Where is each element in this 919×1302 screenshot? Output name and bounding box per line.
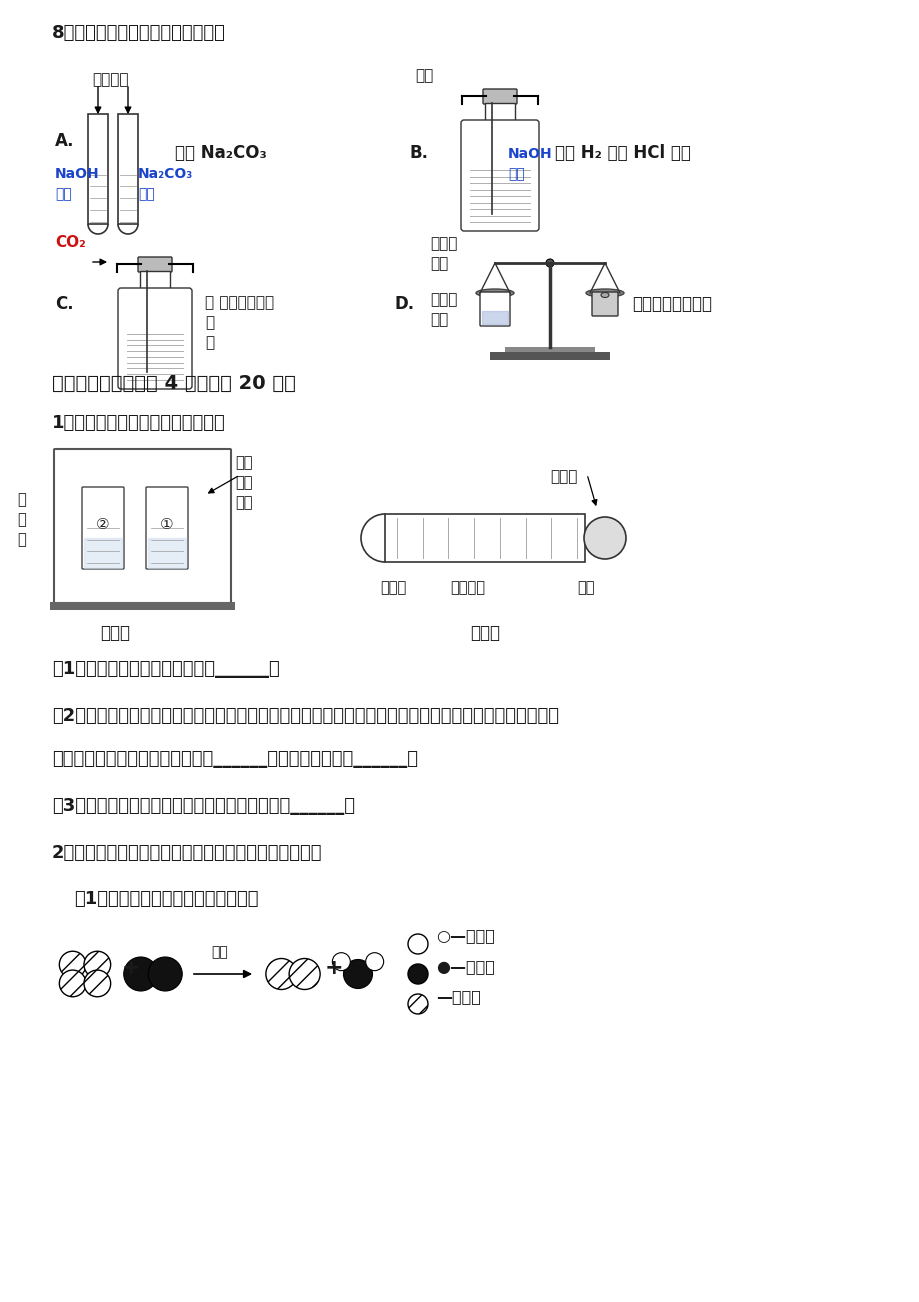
Text: 滴在脸脂棉上，胶头滴管的用途是______。观察到的现象是______。: 滴在脸脂棉上，胶头滴管的用途是______。观察到的现象是______。 [52,750,417,768]
Ellipse shape [475,289,514,297]
Circle shape [407,993,427,1014]
Text: 无色: 无色 [234,454,252,470]
Text: 点燃: 点燃 [210,945,228,960]
Text: 溶液: 溶液 [138,187,154,201]
Circle shape [407,963,427,984]
Text: +: + [122,958,141,978]
FancyBboxPatch shape [482,89,516,104]
Text: C.: C. [55,296,74,312]
Text: 滤纸条: 滤纸条 [380,579,406,595]
Text: 实验一: 实验一 [100,624,130,642]
Text: 硫: 硫 [205,315,214,329]
Bar [84,538,122,568]
Text: 溶液: 溶液 [55,187,72,201]
Circle shape [84,952,110,978]
Text: +: + [324,958,344,978]
Circle shape [59,952,85,978]
Text: 脂脸棉: 脂脸棉 [550,469,577,484]
Circle shape [289,958,320,990]
Text: 氨: 氨 [17,512,26,527]
Text: CO₂: CO₂ [55,234,85,250]
Text: 氯化钓: 氯化钓 [429,292,457,307]
Text: Na₂CO₃: Na₂CO₃ [138,167,193,181]
FancyBboxPatch shape [460,120,539,230]
Text: （3）从微观角度分析，实验一和实验二都能证明______。: （3）从微观角度分析，实验一和实验二都能证明______。 [52,797,355,815]
Text: —氮原子: —氮原子 [436,990,481,1005]
Text: 气体: 气体 [414,68,433,83]
Text: 硫酸銀: 硫酸銀 [429,236,457,251]
Text: （1）实验一中，观察到的现象是______。: （1）实验一中，观察到的现象是______。 [52,660,279,678]
Bar [505,348,595,352]
Circle shape [332,953,350,971]
Text: 2、氨气是一种极易溶于水的无色有刺激性气味的气体。: 2、氨气是一种极易溶于水的无色有刺激性气味的气体。 [52,844,323,862]
Ellipse shape [585,289,623,297]
Text: 溶液: 溶液 [234,495,252,510]
Circle shape [343,960,372,988]
Text: 除去 H₂ 中的 HCl 气体: 除去 H₂ 中的 HCl 气体 [554,145,690,161]
Text: B.: B. [410,145,428,161]
FancyBboxPatch shape [591,292,618,316]
Text: ●—氧原子: ●—氧原子 [436,960,494,974]
FancyBboxPatch shape [384,514,584,562]
Circle shape [545,259,553,267]
Text: D.: D. [394,296,414,312]
FancyBboxPatch shape [146,487,187,569]
Text: 溶液: 溶液 [429,312,448,327]
Text: 探究质量守恒定律: 探究质量守恒定律 [631,296,711,312]
FancyBboxPatch shape [138,256,172,272]
Circle shape [266,958,297,990]
Circle shape [59,970,85,997]
Text: 水: 水 [17,533,26,547]
Bar [118,115,138,224]
Text: ○—氢原子: ○—氢原子 [436,928,494,944]
Text: 浓 干燥二氧化碗: 浓 干燥二氧化碗 [205,296,274,310]
Bar [482,311,507,324]
Bar [140,271,170,292]
Text: NaOH: NaOH [55,167,99,181]
Circle shape [407,934,427,954]
Bar [148,538,186,568]
Text: 溶液: 溶液 [429,256,448,271]
Circle shape [124,957,157,991]
Ellipse shape [600,293,608,297]
FancyBboxPatch shape [118,288,192,389]
Circle shape [365,953,383,971]
Text: 试管: 试管 [576,579,594,595]
Bar [50,602,234,611]
Text: NaOH: NaOH [507,147,552,161]
Bar [88,115,108,224]
Bar [490,352,609,359]
FancyBboxPatch shape [54,449,231,603]
Text: （1）下图是液氨燃烧的微观示意图。: （1）下图是液氨燃烧的微观示意图。 [74,891,258,907]
Ellipse shape [584,517,625,559]
Text: A.: A. [55,132,74,150]
Text: 酵酘: 酵酘 [234,475,252,490]
Text: 鉴别 Na₂CO₃: 鉴别 Na₂CO₃ [175,145,267,161]
Text: 1、利用图示装置验证分子的性质。: 1、利用图示装置验证分子的性质。 [52,414,225,432]
Text: 浓: 浓 [17,492,26,506]
Text: 二、填空题（每小题 4 分，共计 20 分）: 二、填空题（每小题 4 分，共计 20 分） [52,374,296,393]
Text: 溶液: 溶液 [507,167,524,181]
Text: 酵酘溶液: 酵酘溶液 [449,579,484,595]
Circle shape [148,957,182,991]
Bar [484,103,515,122]
Text: 8、下列实验设计不能达到目的的是: 8、下列实验设计不能达到目的的是 [52,23,226,42]
FancyBboxPatch shape [480,292,509,326]
Text: 酸: 酸 [205,335,214,350]
Circle shape [84,970,110,997]
FancyBboxPatch shape [82,487,124,569]
Text: ②: ② [96,517,109,531]
Text: ①: ① [160,517,174,531]
Text: 实验二: 实验二 [470,624,499,642]
Text: （2）实验二中，将滴有酵酘溶液的滤纸条放在试管里，如图所示放在实验桌上，用胶头滴管吸取浓氨水，: （2）实验二中，将滴有酵酘溶液的滤纸条放在试管里，如图所示放在实验桌上，用胶头滴… [52,707,559,725]
Text: 酵酘溶液: 酵酘溶液 [92,72,129,87]
